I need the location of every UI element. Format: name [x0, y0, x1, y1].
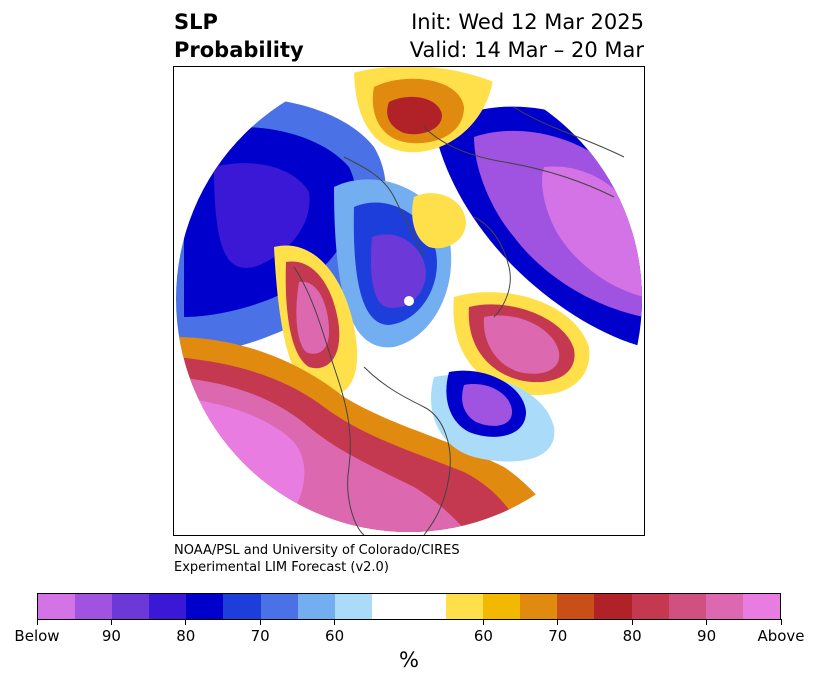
- colorbar-segment: [223, 594, 261, 619]
- probability-map: [176, 67, 642, 535]
- colorbar-tick-label: Above: [757, 627, 805, 645]
- colorbar-tick: [557, 619, 559, 625]
- colorbar-tick: [706, 619, 708, 625]
- contour-violet-polar: [370, 234, 426, 308]
- map-panel: [173, 66, 645, 536]
- colorbar-tick: [482, 619, 484, 625]
- colorbar-segment: [186, 594, 224, 619]
- colorbar-segment: [38, 594, 76, 619]
- colorbar-tick: [631, 619, 633, 625]
- contour-violet-west: [214, 163, 310, 268]
- colorbar-segment: [112, 594, 150, 619]
- colorbar-segment: [297, 594, 335, 619]
- colorbar-tick-label: Below: [14, 627, 60, 645]
- colorbar-tick-label: 60: [473, 627, 493, 645]
- colorbar-tick-label: 70: [250, 627, 270, 645]
- colorbar-tick: [36, 619, 38, 625]
- colorbar-segment: [557, 594, 595, 619]
- colorbar-segment: [408, 594, 447, 619]
- colorbar-tick-label: 70: [548, 627, 568, 645]
- contour-pink-westna: [296, 281, 329, 354]
- north-pole-marker: [404, 296, 414, 306]
- colorbar-tick: [110, 619, 112, 625]
- colorbar-segment: [520, 594, 558, 619]
- credit-line-1: NOAA/PSL and University of Colorado/CIRE…: [174, 543, 460, 558]
- title-line-2: Probability: [174, 38, 304, 62]
- colorbar-tick: [259, 619, 261, 625]
- colorbar-segment: [75, 594, 113, 619]
- contour-magenta-east: [542, 166, 642, 297]
- map-title: SLP Probability: [174, 8, 304, 64]
- credit-text: NOAA/PSL and University of Colorado/CIRE…: [174, 542, 460, 576]
- colorbar-tick: [334, 619, 336, 625]
- coastlines: [293, 106, 625, 535]
- credit-line-2: Experimental LIM Forecast (v2.0): [174, 560, 389, 575]
- colorbar-segment: [149, 594, 187, 619]
- colorbar-segment: [446, 594, 484, 619]
- colorbar-segment: [668, 594, 706, 619]
- colorbar-segment: [334, 594, 372, 619]
- colorbar-segment: [371, 594, 409, 619]
- colorbar-tick-label: 90: [697, 627, 717, 645]
- colorbar-tick-label: 90: [101, 627, 121, 645]
- filled-contours: [176, 67, 642, 532]
- contour-pink-atlantic: [483, 315, 560, 374]
- forecast-dates: Init: Wed 12 Mar 2025 Valid: 14 Mar – 20…: [410, 8, 644, 64]
- colorbar-segment: [742, 594, 780, 619]
- colorbar-segment: [260, 594, 298, 619]
- colorbar-segment: [594, 594, 632, 619]
- colorbar-tick-label: 60: [325, 627, 345, 645]
- init-date: Init: Wed 12 Mar 2025: [411, 10, 644, 34]
- contour-yellow-center: [412, 193, 466, 249]
- colorbar-segment: [705, 594, 743, 619]
- title-line-1: SLP: [174, 10, 218, 34]
- colorbar-tick-label: 80: [622, 627, 642, 645]
- colorbar-tick-label: 80: [176, 627, 196, 645]
- colorbar-unit: %: [399, 648, 419, 672]
- contour-purple-atlantic: [462, 384, 512, 426]
- colorbar-tick: [780, 619, 782, 625]
- colorbar-segment: [483, 594, 521, 619]
- colorbar-segment: [631, 594, 669, 619]
- colorbar: [37, 593, 781, 620]
- valid-range: Valid: 14 Mar – 20 Mar: [409, 38, 644, 62]
- colorbar-tick: [185, 619, 187, 625]
- contour-red-north: [387, 96, 442, 135]
